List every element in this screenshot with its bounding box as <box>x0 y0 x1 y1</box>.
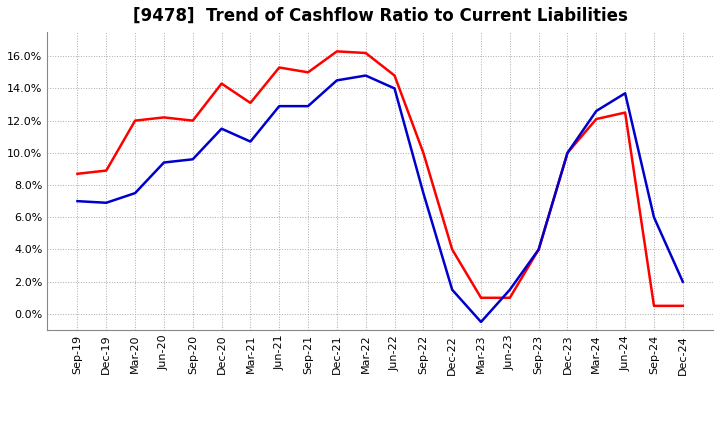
Operating CF to Current Liabilities <box>419 150 428 155</box>
Operating CF to Current Liabilities <box>160 115 168 120</box>
Operating CF to Current Liabilities <box>73 171 82 176</box>
Free CF to Current Liabilities <box>304 103 312 109</box>
Free CF to Current Liabilities <box>477 319 485 325</box>
Operating CF to Current Liabilities <box>246 100 255 106</box>
Free CF to Current Liabilities <box>649 215 658 220</box>
Operating CF to Current Liabilities <box>102 168 111 173</box>
Operating CF to Current Liabilities <box>678 303 687 308</box>
Operating CF to Current Liabilities <box>390 73 399 78</box>
Free CF to Current Liabilities <box>419 191 428 196</box>
Operating CF to Current Liabilities <box>534 247 543 252</box>
Free CF to Current Liabilities <box>102 200 111 205</box>
Operating CF to Current Liabilities <box>304 70 312 75</box>
Free CF to Current Liabilities <box>217 126 226 131</box>
Operating CF to Current Liabilities <box>361 50 370 55</box>
Line: Operating CF to Current Liabilities: Operating CF to Current Liabilities <box>78 51 683 306</box>
Free CF to Current Liabilities <box>563 150 572 155</box>
Operating CF to Current Liabilities <box>448 247 456 252</box>
Free CF to Current Liabilities <box>678 279 687 284</box>
Free CF to Current Liabilities <box>275 103 284 109</box>
Operating CF to Current Liabilities <box>477 295 485 301</box>
Operating CF to Current Liabilities <box>649 303 658 308</box>
Operating CF to Current Liabilities <box>505 295 514 301</box>
Operating CF to Current Liabilities <box>592 117 600 122</box>
Operating CF to Current Liabilities <box>131 118 140 123</box>
Free CF to Current Liabilities <box>621 91 629 96</box>
Operating CF to Current Liabilities <box>621 110 629 115</box>
Title: [9478]  Trend of Cashflow Ratio to Current Liabilities: [9478] Trend of Cashflow Ratio to Curren… <box>132 7 628 25</box>
Operating CF to Current Liabilities <box>275 65 284 70</box>
Free CF to Current Liabilities <box>505 287 514 292</box>
Free CF to Current Liabilities <box>361 73 370 78</box>
Free CF to Current Liabilities <box>160 160 168 165</box>
Operating CF to Current Liabilities <box>563 150 572 155</box>
Free CF to Current Liabilities <box>592 108 600 114</box>
Free CF to Current Liabilities <box>390 86 399 91</box>
Free CF to Current Liabilities <box>448 287 456 292</box>
Operating CF to Current Liabilities <box>189 118 197 123</box>
Operating CF to Current Liabilities <box>333 49 341 54</box>
Free CF to Current Liabilities <box>246 139 255 144</box>
Free CF to Current Liabilities <box>534 247 543 252</box>
Free CF to Current Liabilities <box>189 157 197 162</box>
Free CF to Current Liabilities <box>333 78 341 83</box>
Free CF to Current Liabilities <box>73 198 82 204</box>
Line: Free CF to Current Liabilities: Free CF to Current Liabilities <box>78 76 683 322</box>
Free CF to Current Liabilities <box>131 191 140 196</box>
Operating CF to Current Liabilities <box>217 81 226 86</box>
